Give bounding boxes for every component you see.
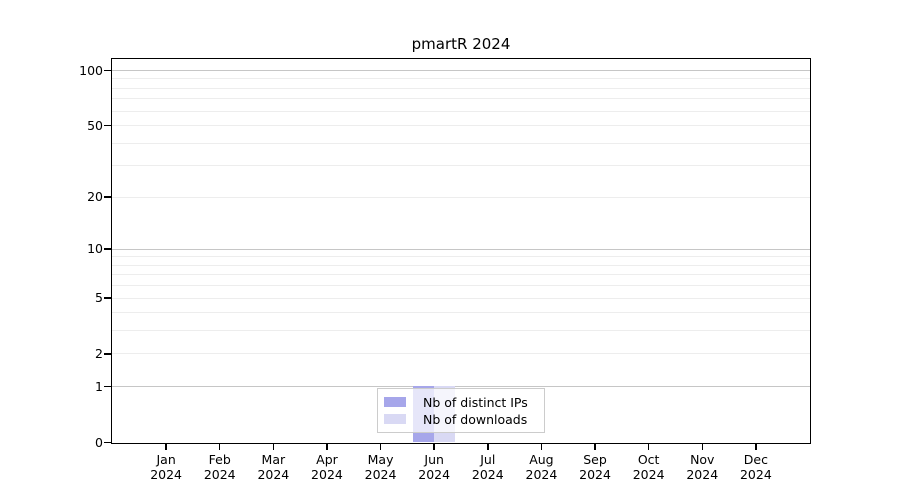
gridline-minor	[112, 297, 810, 299]
gridline-minor	[112, 165, 810, 167]
x-tick-label: Sep 2024	[579, 451, 611, 482]
x-tick	[594, 444, 596, 450]
x-tick	[326, 444, 328, 450]
legend-row: Nb of distinct IPs	[384, 396, 544, 409]
plot-area	[111, 58, 811, 444]
x-tick	[379, 444, 382, 450]
x-tick-label: Oct 2024	[632, 451, 665, 482]
x-tick-label: Dec 2024	[739, 451, 772, 482]
y-tick	[104, 385, 111, 388]
x-tick-label: May 2024	[364, 451, 397, 482]
x-tick-label: Jan 2024	[150, 451, 183, 482]
gridline-minor	[112, 312, 810, 314]
gridline-minor	[112, 353, 810, 355]
gridline-minor	[112, 330, 810, 332]
legend-swatch-1	[384, 413, 406, 425]
gridline-minor	[112, 125, 810, 127]
gridline-minor	[112, 285, 810, 287]
x-tick-label: Nov 2024	[686, 451, 719, 482]
x-tick-label: Jun 2024	[418, 451, 451, 482]
y-tick	[104, 69, 111, 72]
legend: Nb of distinct IPs Nb of downloads	[377, 388, 545, 433]
y-tick	[104, 124, 111, 127]
gridline-major	[112, 70, 810, 72]
y-tick-label: 50	[87, 117, 103, 133]
gridline-minor	[112, 196, 810, 198]
gridline-major	[112, 248, 810, 250]
x-tick-label: Apr 2024	[311, 451, 343, 482]
y-tick	[104, 297, 111, 299]
gridline-minor	[112, 110, 810, 112]
gridline-minor	[112, 142, 810, 144]
y-tick-label: 10	[87, 241, 103, 257]
x-tick	[165, 444, 167, 450]
y-tick-label: 2	[95, 345, 103, 361]
y-tick-label: 1	[95, 378, 103, 394]
x-tick-label: Jul 2024	[471, 451, 504, 482]
x-tick	[540, 444, 543, 450]
y-tick	[104, 353, 111, 355]
y-tick	[104, 248, 111, 250]
gridline-minor	[112, 78, 810, 80]
x-tick-label: Feb 2024	[203, 451, 236, 482]
x-tick	[487, 444, 489, 450]
x-tick	[433, 444, 435, 450]
y-tick	[104, 196, 111, 198]
legend-row: Nb of downloads	[384, 413, 544, 426]
gridline-minor	[112, 264, 810, 266]
y-tick-label: 100	[79, 62, 103, 78]
x-tick	[647, 444, 650, 450]
gridline-minor	[112, 274, 810, 276]
gridline-minor	[112, 98, 810, 100]
y-tick	[104, 441, 111, 444]
x-tick	[272, 444, 275, 450]
y-tick-label: 5	[95, 290, 103, 306]
chart-title: pmartR 2024	[411, 35, 511, 53]
x-tick	[218, 444, 221, 450]
gridline-major	[112, 386, 810, 388]
legend-swatch-0	[384, 396, 406, 408]
legend-label: Nb of distinct IPs	[423, 394, 528, 410]
gridline-minor	[112, 256, 810, 258]
x-tick-label: Mar 2024	[257, 451, 290, 482]
y-tick-label: 0	[95, 434, 103, 450]
x-tick	[701, 444, 704, 450]
gridline-minor	[112, 87, 810, 89]
y-tick-label: 20	[87, 189, 103, 205]
x-tick	[755, 444, 757, 450]
legend-label: Nb of downloads	[423, 411, 528, 427]
x-tick-label: Aug 2024	[525, 451, 558, 482]
